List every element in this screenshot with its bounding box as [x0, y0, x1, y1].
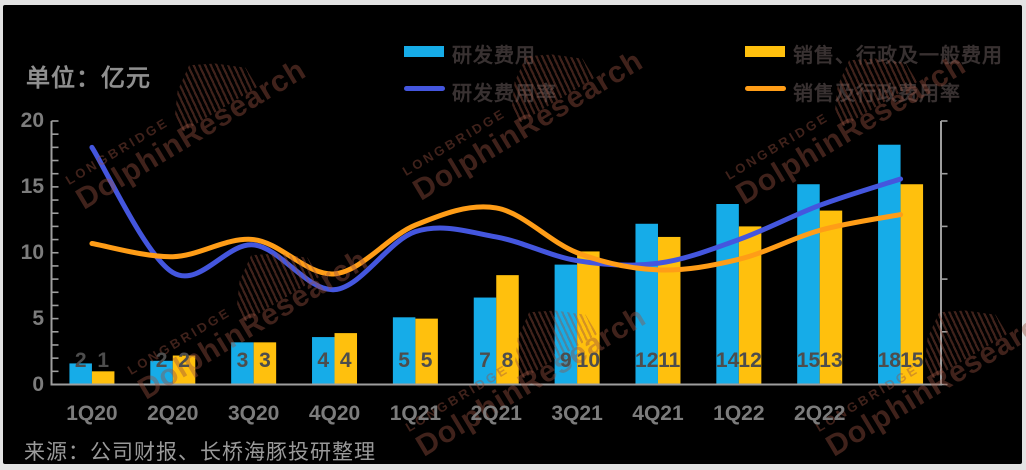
bar-sga-expense: [657, 236, 681, 385]
bar-rd-expense: [150, 360, 173, 385]
bar-rd-expense: [554, 264, 578, 385]
bar-rd-expense: [878, 144, 901, 385]
bar-sga-expense: [253, 342, 277, 385]
line-sga-expense-rate: [89, 204, 904, 277]
legend-label: 销售、行政及一般费用: [793, 45, 1003, 67]
legend-swatch-line-icon: [745, 86, 786, 91]
bar-rd-expense: [312, 337, 335, 385]
bar-sga-expense: [900, 184, 924, 385]
bar-sga-expense: [91, 371, 115, 385]
axis-unit-label: 单位：亿元: [26, 65, 151, 92]
bar-sga-expense: [172, 355, 196, 385]
legend-swatch-line-icon: [404, 86, 445, 91]
legend-label: 研发费用率: [452, 83, 557, 105]
bar-rd-expense: [392, 317, 416, 385]
bar-rd-expense: [231, 342, 254, 385]
bar-sga-expense: [819, 210, 843, 385]
bar-sga-expense: [577, 251, 600, 385]
legend: 研发费用 销售、行政及一般费用研发费用率 销售及行政费用率: [0, 0, 1026, 110]
bar-sga-expense: [496, 275, 519, 385]
bar-sga-expense: [334, 333, 358, 385]
legend-swatch-bar-icon: [745, 46, 785, 57]
bar-rd-expense: [69, 363, 92, 385]
line-rd-expense-rate: [89, 144, 904, 293]
bar-sga-expense: [415, 318, 438, 385]
legend-label: 研发费用: [452, 45, 536, 67]
bar-rd-expense: [716, 204, 739, 385]
source-label: 来源：公司财报、长桥海豚投研整理: [24, 441, 376, 464]
bar-rd-expense: [635, 223, 658, 385]
bar-rd-expense: [473, 297, 497, 385]
bar-sga-expense: [738, 226, 762, 385]
legend-label: 销售及行政费用率: [793, 83, 961, 105]
legend-swatch-bar-icon: [404, 46, 444, 57]
chart-canvas-background: [3, 5, 1022, 464]
